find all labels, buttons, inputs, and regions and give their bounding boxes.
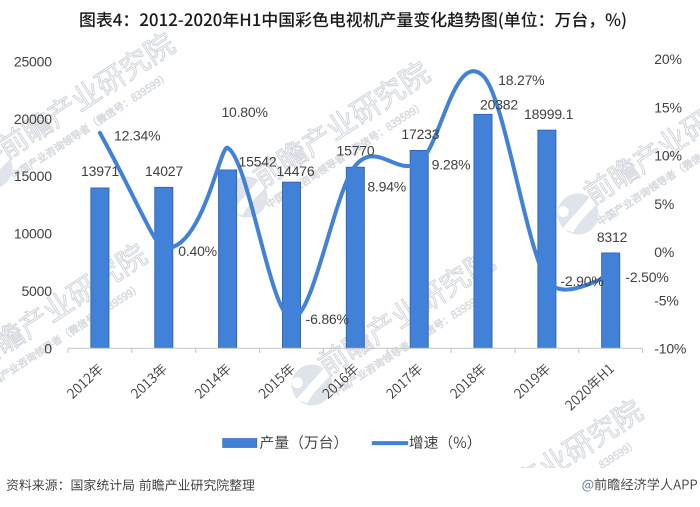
svg-text:-2.50%: -2.50%: [625, 269, 668, 285]
svg-text:20000: 20000: [14, 111, 52, 127]
svg-text:10.80%: 10.80%: [221, 104, 267, 120]
svg-text:14476: 14476: [277, 163, 315, 179]
svg-text:-5%: -5%: [654, 292, 678, 308]
svg-text:15770: 15770: [337, 143, 375, 159]
svg-text:20%: 20%: [654, 51, 681, 67]
svg-text:18999.1: 18999.1: [524, 106, 574, 122]
svg-text:5000: 5000: [21, 283, 52, 299]
svg-text:12.34%: 12.34%: [114, 128, 160, 144]
svg-text:0: 0: [44, 341, 52, 357]
svg-text:9.28%: 9.28%: [432, 157, 471, 173]
svg-text:15000: 15000: [14, 168, 52, 184]
svg-text:-6.86%: -6.86%: [306, 311, 349, 327]
svg-text:18.27%: 18.27%: [498, 72, 544, 88]
svg-text:-10%: -10%: [654, 341, 686, 357]
svg-text:0.40%: 0.40%: [178, 243, 217, 259]
svg-text:17233: 17233: [401, 126, 439, 142]
svg-text:20382: 20382: [480, 96, 518, 112]
svg-text:8312: 8312: [597, 229, 628, 245]
svg-text:-2.90%: -2.90%: [560, 273, 603, 289]
svg-text:10000: 10000: [14, 226, 52, 242]
svg-text:5%: 5%: [654, 196, 674, 212]
svg-text:14027: 14027: [145, 163, 183, 179]
svg-text:13971: 13971: [81, 163, 119, 179]
svg-text:15%: 15%: [654, 99, 681, 115]
svg-text:10%: 10%: [654, 148, 681, 164]
svg-text:25000: 25000: [14, 53, 52, 69]
svg-text:15542: 15542: [239, 154, 277, 170]
svg-text:0%: 0%: [654, 244, 674, 260]
svg-text:8.94%: 8.94%: [367, 179, 406, 195]
